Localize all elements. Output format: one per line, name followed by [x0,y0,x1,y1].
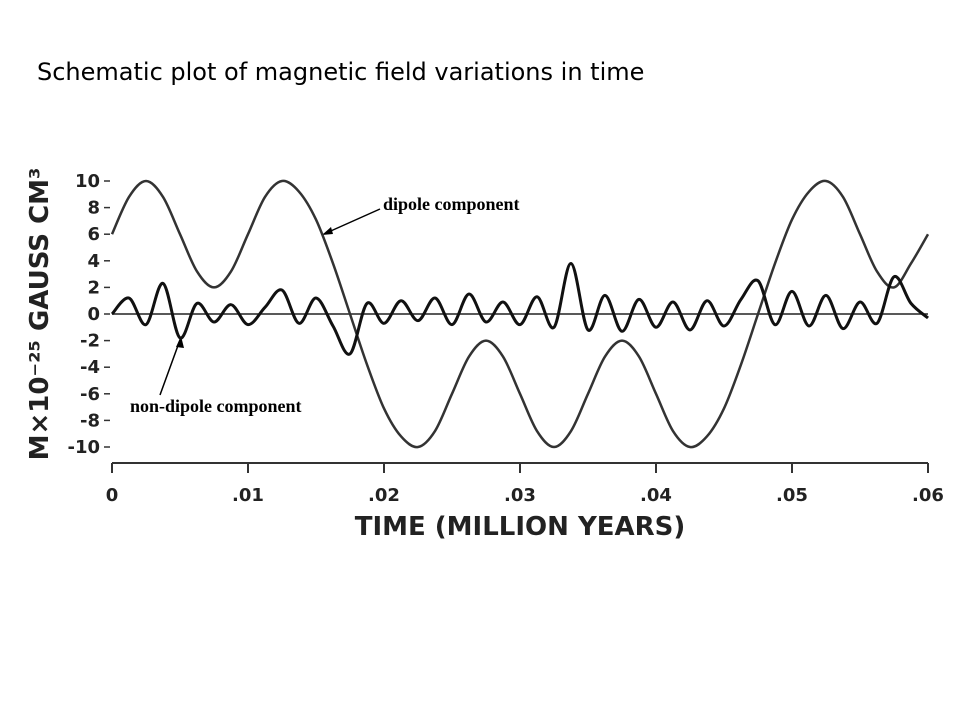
series-line [110,261,929,356]
series-line [110,179,930,449]
annotation: non-dipole component [130,396,302,416]
y-tick-label: 10 [75,171,100,192]
y-axis-label: M×10⁻²⁵ GAUSS CM³ [25,168,55,461]
arrow [159,339,181,396]
x-tick-label: .06 [912,485,944,506]
x-tick-label: .04 [640,485,672,506]
y-tick-label: 4 [87,251,100,272]
x-tick-label: .02 [368,485,400,506]
y-tick-label: 2 [87,277,100,298]
y-tick-label: 8 [87,198,100,219]
y-tick-label: -2 [80,331,100,352]
x-tick-label: 0 [106,485,119,506]
x-tick-label: .01 [232,485,264,506]
y-tick-label: 6 [87,224,100,245]
y-tick-label: -8 [80,410,100,431]
arrow [323,208,381,235]
y-tick-label: 0 [87,304,100,325]
annotation: dipole component [383,194,520,214]
x-axis-label: TIME (MILLION YEARS) [355,512,686,542]
slide-title: Schematic plot of magnetic field variati… [37,58,644,86]
x-tick-label: .03 [504,485,536,506]
arrow-head [176,336,184,348]
arrow-head [322,227,333,235]
x-tick-label: .05 [776,485,808,506]
y-tick-label: -6 [80,384,100,405]
y-tick-label: -10 [67,437,100,458]
y-tick-label: -4 [80,357,100,378]
